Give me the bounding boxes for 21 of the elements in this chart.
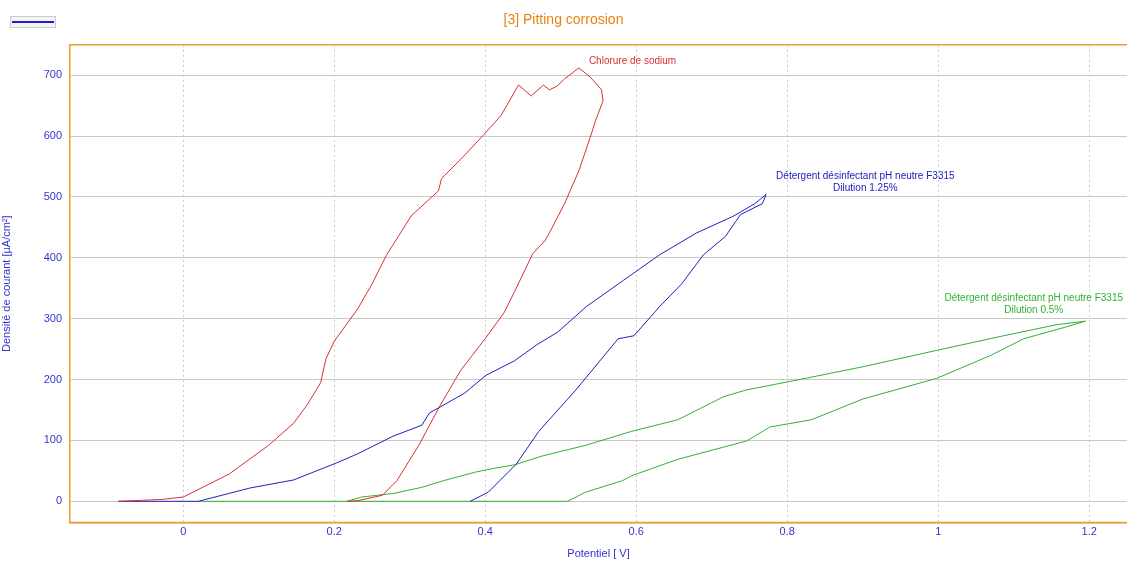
series-label: Chlorure de sodium	[588, 54, 677, 66]
x-axis-title: Potentiel [ V]	[567, 547, 630, 560]
y-tick-label: 400	[43, 250, 62, 263]
y-tick-label: 700	[43, 68, 62, 81]
x-tick-label: 1.2	[1081, 525, 1097, 538]
x-tick-label: 0.6	[628, 525, 644, 538]
y-tick-label: 300	[43, 311, 62, 324]
x-tick-label: 0.2	[326, 525, 342, 538]
y-axis-title: Densité de courant [µA/cm²]	[0, 215, 12, 352]
y-tick-label: 0	[55, 494, 62, 507]
x-tick-label: 0.4	[477, 525, 493, 538]
x-tick-label: 0	[180, 525, 187, 538]
series-label: Détergent désinfectant pH neutre F3315 Dilution 1.25%	[776, 169, 955, 193]
y-tick-label: 100	[43, 433, 62, 446]
y-tick-label: 600	[43, 129, 62, 142]
x-tick-label: 1	[935, 525, 942, 538]
x-tick-label: 0.8	[779, 525, 795, 538]
chart-title: [3] Pitting corrosion	[503, 11, 624, 28]
y-tick-label: 200	[43, 372, 62, 385]
y-tick-label: 500	[43, 190, 62, 202]
text: Détergent désinfectant pH neutre F3315 Dilution 0.5%	[944, 292, 1124, 316]
